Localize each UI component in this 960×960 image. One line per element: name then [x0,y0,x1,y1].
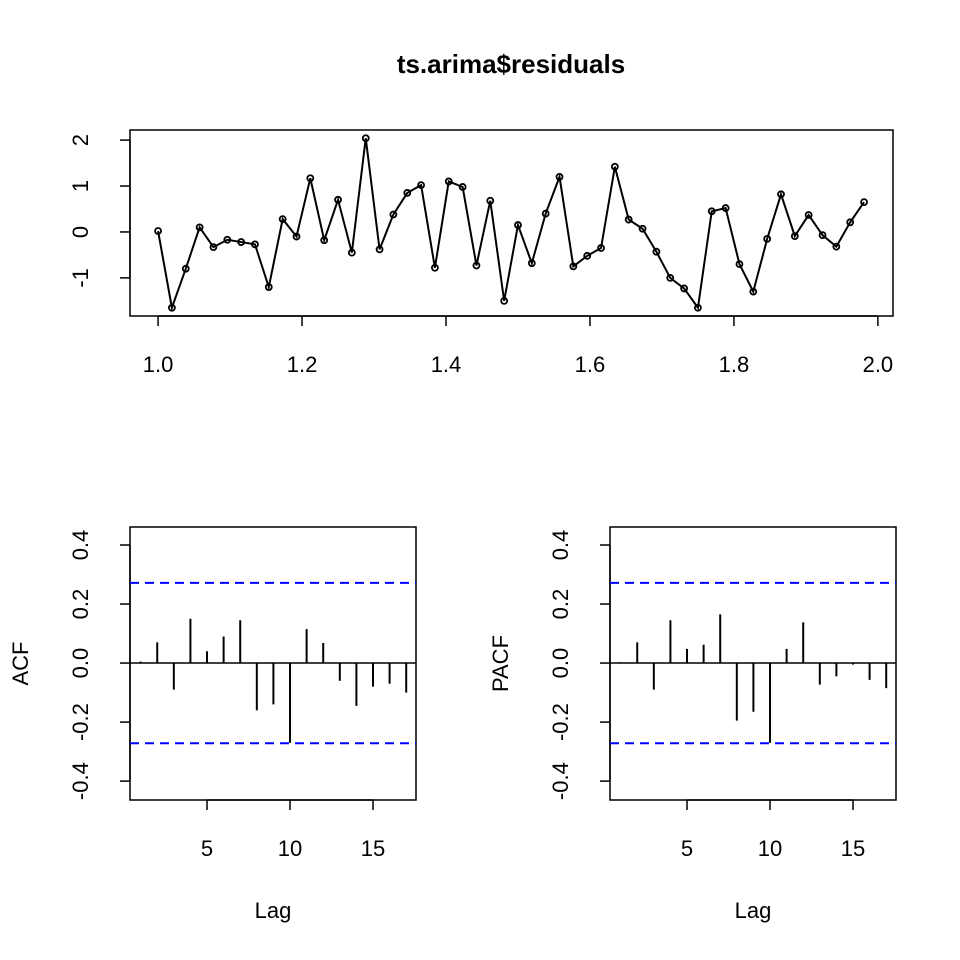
y-tick-label: -1 [68,268,93,288]
data-point [486,196,495,205]
data-point [444,177,453,186]
data-point [264,283,273,291]
data-point [624,215,633,224]
data-point [638,224,647,233]
data-point [306,174,315,183]
data-point [610,162,619,171]
data-point [389,210,398,219]
x-axis-label: Lag [255,898,292,923]
series-line [157,138,865,312]
data-point [707,207,716,216]
data-point [223,235,232,244]
y-tick-label: 0.2 [68,589,93,620]
x-tick-label: 1.8 [719,352,750,377]
data-point [361,134,370,143]
x-tick-label: 1.4 [431,352,462,377]
data-point [417,181,425,190]
data-point [666,273,675,282]
data-point [694,303,702,312]
data-point [652,247,661,256]
x-tick-label: 5 [681,836,693,861]
data-point [458,183,467,191]
x-tick-label: 1.2 [287,352,318,377]
data-point [375,245,384,254]
y-tick-label: 0.4 [68,530,93,561]
data-point [832,242,841,251]
data-point [181,264,190,273]
y-tick-label: 0.2 [548,589,573,620]
data-point [403,189,412,197]
chart-title: ts.arima$residuals [397,49,625,79]
data-point [347,248,356,257]
data-point [763,234,772,243]
data-point [749,287,758,296]
x-axis-label: Lag [735,898,772,923]
data-point [514,221,522,229]
data-point [292,232,301,241]
y-axis-label: PACF [488,635,513,692]
y-axis-label: ACF [8,642,33,686]
y-tick-label: -0.2 [548,703,573,741]
y-tick-label: 0.0 [68,648,93,679]
data-point [569,262,578,271]
data-point [334,195,342,204]
data-point [278,215,287,223]
data-point [583,251,592,260]
y-tick-label: -0.4 [68,762,93,800]
data-point [320,236,329,245]
x-tick-label: 1.6 [575,352,606,377]
data-point [860,198,868,207]
plot-frame [129,129,894,317]
x-tick-label: 10 [278,836,302,861]
data-point [167,303,176,312]
x-tick-label: 5 [201,836,213,861]
x-tick-label: 15 [841,836,865,861]
x-tick-label: 1.0 [143,352,174,377]
data-point [735,260,744,269]
y-tick-label: 0.0 [548,648,573,679]
data-point [209,243,218,252]
x-tick-label: 2.0 [863,352,894,377]
data-point [527,259,536,268]
data-point [195,223,204,232]
data-point [846,218,855,227]
y-tick-label: -0.2 [68,703,93,741]
x-tick-label: 15 [361,836,385,861]
y-tick-label: 2 [68,134,93,146]
data-point [541,209,550,218]
data-point [555,172,564,181]
y-tick-label: 0.4 [548,530,573,561]
data-point [804,211,813,219]
data-point [818,231,827,240]
y-tick-label: -0.4 [548,762,573,800]
x-tick-label: 10 [758,836,782,861]
data-point [251,240,259,249]
data-point [721,204,730,212]
data-point [154,227,162,235]
data-point [777,190,785,199]
data-point [500,296,509,305]
data-point [431,263,439,272]
data-point [597,244,605,252]
y-tick-label: 0 [68,226,93,238]
data-point [472,261,481,270]
data-point [237,238,246,246]
y-tick-label: 1 [68,180,93,192]
data-point [790,232,799,240]
data-point [680,284,689,293]
